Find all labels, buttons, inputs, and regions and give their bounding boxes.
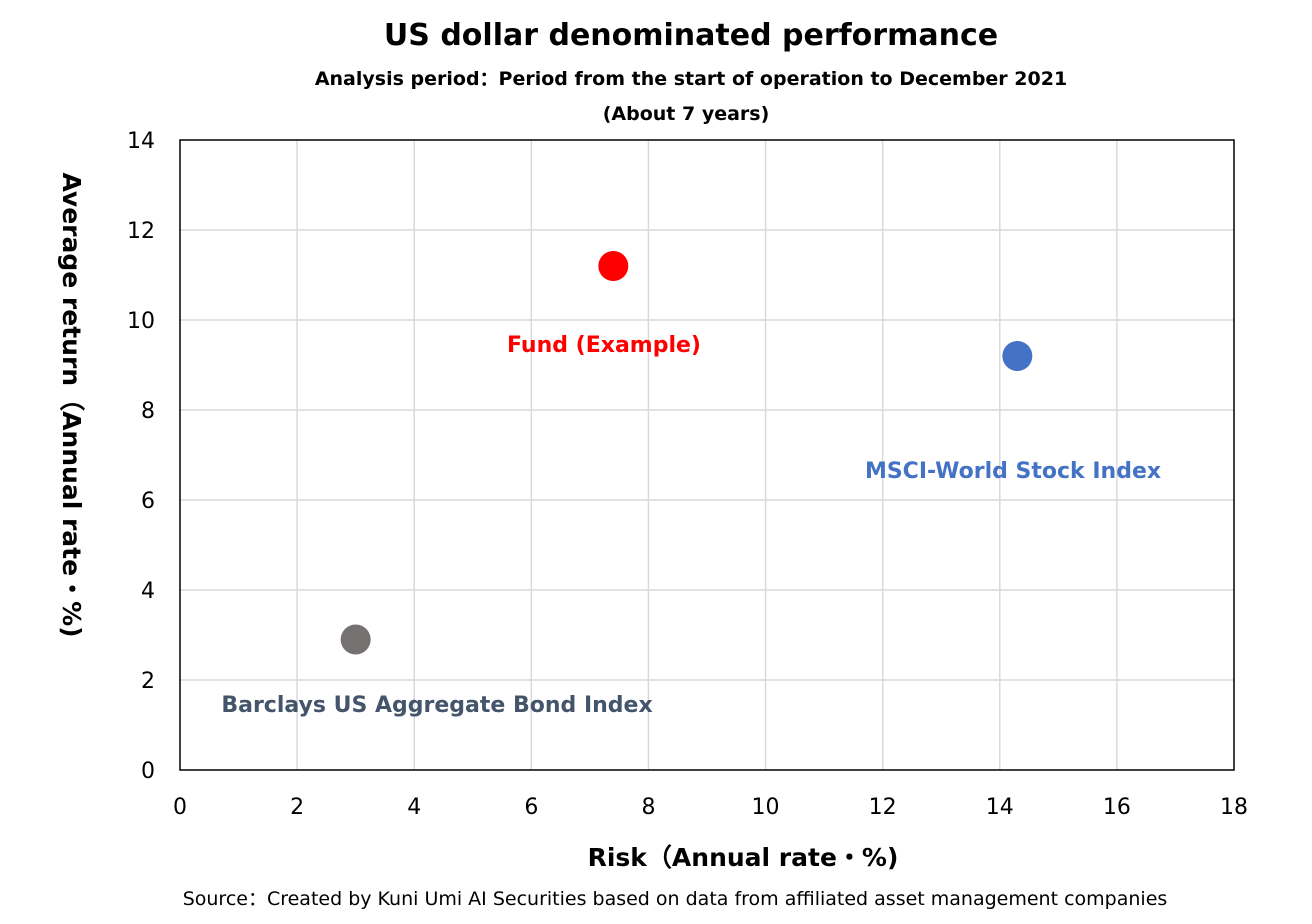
chart-subtitle-line-2: (About 7 years)	[603, 103, 770, 125]
data-point	[1002, 341, 1033, 371]
axis-ticks: 0 2 4 6 8 10 12 14 16 18 0 2 4 6 8 10 12 14	[127, 129, 1248, 820]
x-tick-label: 10	[752, 795, 780, 820]
data-point-label: MSCI-World Stock Index	[865, 459, 1161, 484]
y-tick-label: 2	[141, 669, 155, 694]
x-tick-label: 16	[1103, 795, 1131, 820]
y-axis-label: Average return（Annual rate・%)	[57, 172, 86, 637]
y-tick-label: 0	[141, 759, 155, 784]
data-point	[340, 624, 371, 655]
data-point	[598, 251, 629, 281]
x-tick-label: 4	[407, 795, 421, 820]
grid	[180, 140, 1234, 770]
y-tick-label: 10	[127, 309, 155, 334]
chart-subtitle-line-1: Analysis period：Period from the start of…	[315, 68, 1067, 90]
y-tick-label: 12	[127, 219, 155, 244]
y-tick-label: 6	[141, 489, 155, 514]
data-point-label: Barclays US Aggregate Bond Index	[221, 693, 652, 718]
x-tick-label: 0	[173, 795, 187, 820]
x-tick-label: 12	[869, 795, 897, 820]
data-point-label: Fund (Example)	[507, 333, 701, 358]
y-tick-label: 4	[141, 579, 155, 604]
data-points	[340, 251, 1033, 655]
plot-area-border	[179, 139, 1235, 771]
x-tick-label: 2	[290, 795, 304, 820]
x-tick-label: 8	[641, 795, 655, 820]
x-tick-label: 18	[1220, 795, 1248, 820]
y-tick-label: 8	[141, 399, 155, 424]
source-note: Source：Created by Kuni Umi AI Securities…	[183, 888, 1168, 910]
y-tick-label: 14	[127, 129, 155, 154]
point-labels: Fund (Example) MSCI-World Stock Index Barc…	[221, 333, 1161, 718]
chart-title: US dollar denominated performance	[384, 18, 998, 53]
x-tick-label: 6	[524, 795, 538, 820]
x-tick-label: 14	[986, 795, 1014, 820]
x-axis-label: Risk（Annual rate・%)	[588, 843, 899, 872]
